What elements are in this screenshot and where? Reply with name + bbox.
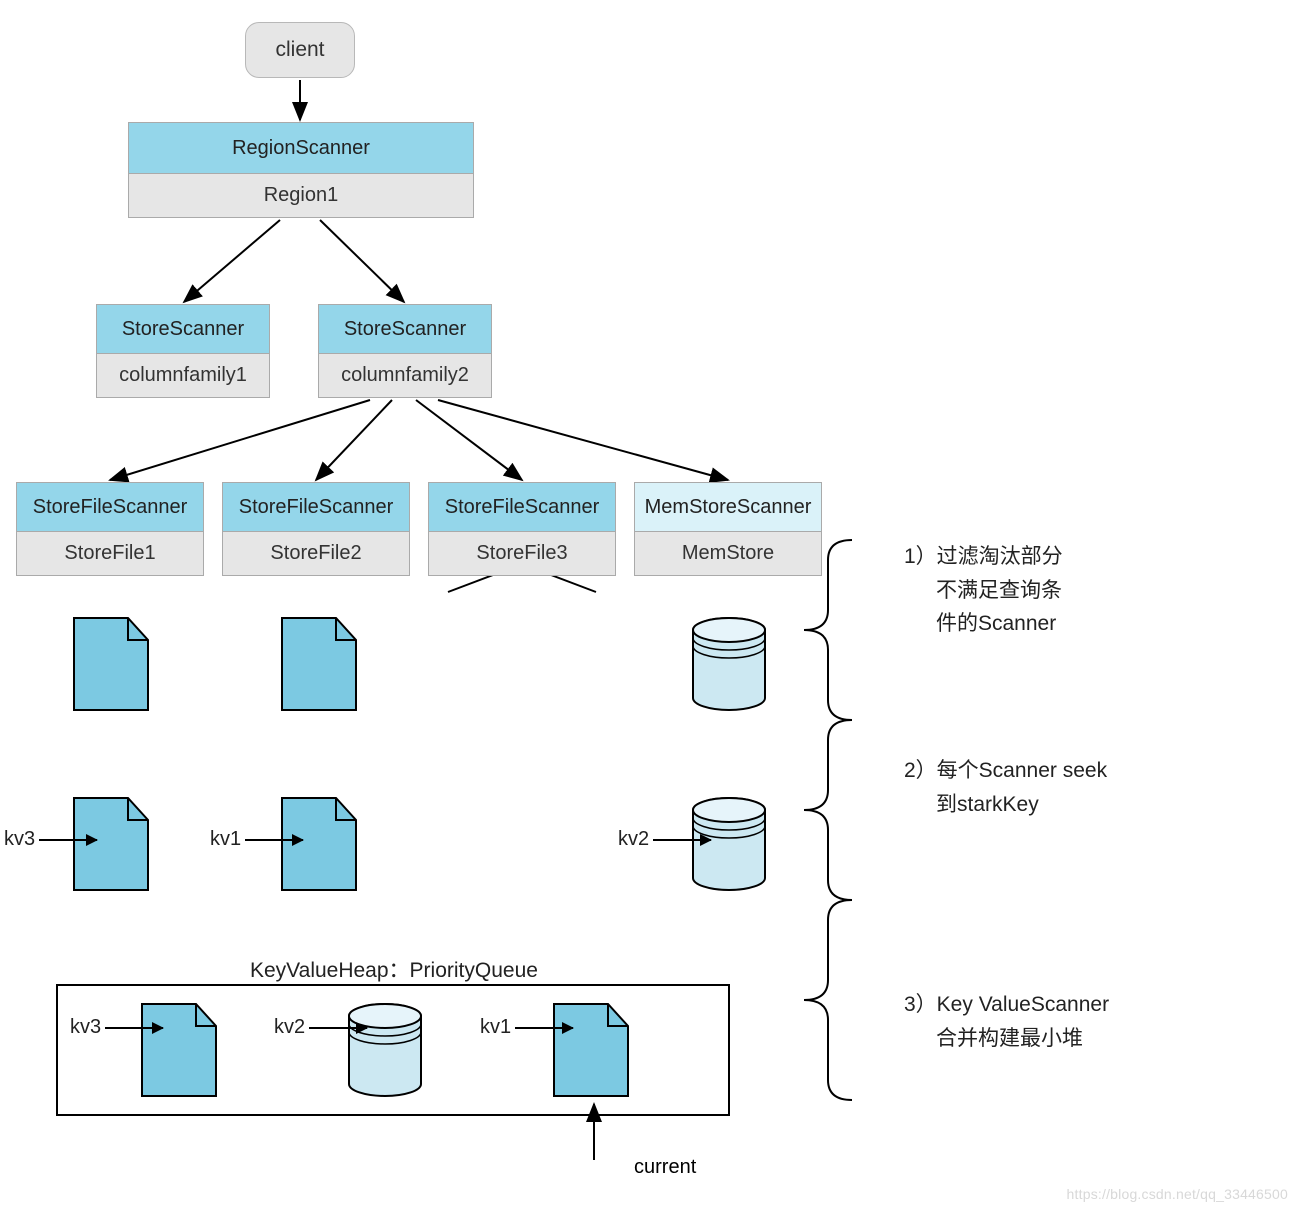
client-node: client [245,22,355,78]
store-scanner-1-box: StoreScanner columnfamily1 [96,304,270,398]
store-scanner-1-sub: columnfamily1 [119,364,247,387]
q-kv2-label: kv2 [274,1016,305,1039]
ss2-to-sfs3 [416,400,522,480]
annotation-3: 3）Key ValueScanner 合并构建最小堆 [904,988,1109,1055]
brace2 [804,720,852,900]
anno1-l1: 1）过滤淘汰部分 [904,540,1063,574]
kv3-label: kv3 [4,828,35,851]
sfs1-sub: StoreFile1 [64,542,155,565]
kv-pointer: kv2 [618,828,711,851]
annotation-1: 1）过滤淘汰部分 不满足查询条 件的Scanner [904,540,1063,641]
mss-sub: MemStore [682,542,774,565]
anno1-l2: 不满足查询条 [904,574,1063,608]
ss2-to-mss [438,400,728,480]
kv-pointer: kv3 [70,1016,163,1039]
cylinder-icon [690,616,768,712]
region-scanner-box: RegionScanner Region1 [128,122,474,218]
kv-pointer: kv1 [210,828,303,851]
region-scanner-sub: Region1 [264,184,339,207]
sfs2-title: StoreFileScanner [239,496,394,519]
anno1-l3: 件的Scanner [904,607,1063,641]
queue-title: KeyValueHeap：PriorityQueue [250,954,538,984]
q-kv3-label: kv3 [70,1016,101,1039]
region-to-ss2 [320,220,404,302]
anno3-l1: 3）Key ValueScanner [904,988,1109,1022]
anno2-l1: 2）每个Scanner seek [904,754,1107,788]
ss2-to-sfs2 [316,400,392,480]
kv-pointer: kv1 [480,1016,573,1039]
store-scanner-2-box: StoreScanner columnfamily2 [318,304,492,398]
file-icon [280,616,358,712]
client-label: client [275,38,324,62]
anno2-l2: 到starkKey [904,788,1107,822]
scanner-architecture-diagram: client RegionScanner Region1 StoreScanne… [0,0,1296,1206]
sfs1-title: StoreFileScanner [33,496,188,519]
watermark: https://blog.csdn.net/qq_33446500 [1067,1186,1288,1202]
current-label: current [634,1156,696,1179]
storefilescanner-1-box: StoreFileScanner StoreFile1 [16,482,204,576]
kv1-label: kv1 [210,828,241,851]
memstorescanner-box: MemStoreScanner MemStore [634,482,822,576]
sfs2-sub: StoreFile2 [270,542,361,565]
kv-pointer: kv2 [274,1016,367,1039]
kv-pointer: kv3 [4,828,97,851]
sfs3-title: StoreFileScanner [445,496,600,519]
store-scanner-2-sub: columnfamily2 [341,364,469,387]
mss-title: MemStoreScanner [645,496,812,519]
store-scanner-2-title: StoreScanner [344,318,466,341]
kv2-label: kv2 [618,828,649,851]
region-to-ss1 [184,220,280,302]
sfs3-sub: StoreFile3 [476,542,567,565]
ss2-to-sfs1 [110,400,370,480]
anno3-l2: 合并构建最小堆 [904,1022,1109,1056]
storefilescanner-2-box: StoreFileScanner StoreFile2 [222,482,410,576]
q-kv1-label: kv1 [480,1016,511,1039]
store-scanner-1-title: StoreScanner [122,318,244,341]
file-icon [72,616,150,712]
brace3 [804,900,852,1100]
storefilescanner-3-box: StoreFileScanner StoreFile3 [428,482,616,576]
region-scanner-title: RegionScanner [232,137,370,160]
annotation-2: 2）每个Scanner seek 到starkKey [904,754,1107,821]
